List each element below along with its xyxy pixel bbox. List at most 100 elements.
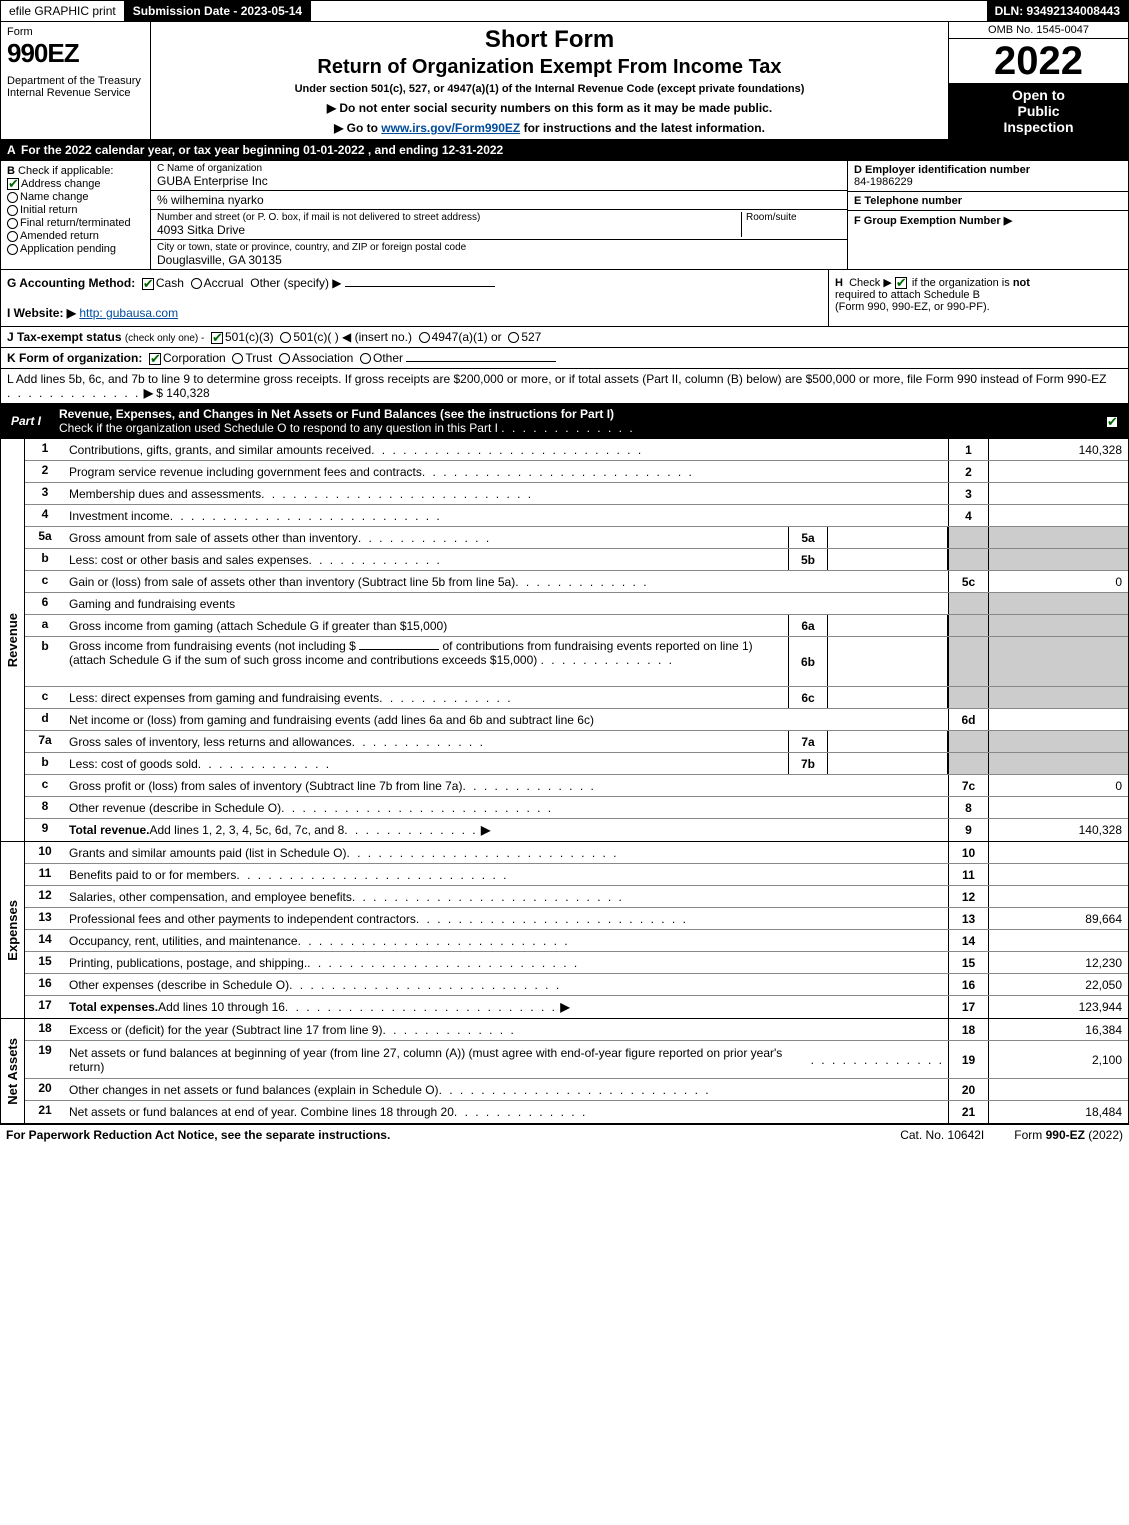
line-11: 11 Benefits paid to or for members 11: [25, 864, 1128, 886]
org-name-value: GUBA Enterprise Inc: [157, 174, 841, 188]
corporation-label: Corporation: [163, 351, 226, 365]
line-value: [988, 842, 1128, 863]
page-footer: For Paperwork Reduction Act Notice, see …: [0, 1124, 1129, 1145]
website-link[interactable]: http: gubausa.com: [79, 306, 178, 320]
line-num: 8: [25, 797, 65, 818]
fundraising-amount-input[interactable]: [359, 649, 439, 650]
line-16: 16 Other expenses (describe in Schedule …: [25, 974, 1128, 996]
line-text: Excess or (deficit) for the year (Subtra…: [69, 1023, 382, 1037]
association-checkbox[interactable]: [279, 353, 290, 364]
net-assets-lines: 18 Excess or (deficit) for the year (Sub…: [25, 1019, 1128, 1123]
dots-icon: [379, 691, 512, 705]
line-value-grey: [988, 615, 1128, 636]
city-label: City or town, state or province, country…: [157, 242, 841, 253]
phone-label: E Telephone number: [854, 195, 1122, 207]
527-checkbox[interactable]: [508, 332, 519, 343]
name-change-checkbox[interactable]: Name change: [7, 191, 144, 203]
corporation-checkbox[interactable]: [149, 353, 161, 365]
dots-icon: [422, 465, 694, 479]
accrual-checkbox[interactable]: [191, 278, 202, 289]
goto-suffix: for instructions and the latest informat…: [524, 121, 765, 135]
inspect-line-2: Public: [953, 103, 1124, 119]
cash-checkbox[interactable]: [142, 278, 154, 290]
other-org-checkbox[interactable]: [360, 353, 371, 364]
part-1-header: Part I Revenue, Expenses, and Changes in…: [0, 404, 1129, 439]
line-ref: 16: [948, 974, 988, 995]
dots-icon: [298, 934, 570, 948]
header-left: Form 990EZ Department of the Treasury In…: [1, 22, 151, 139]
line-num: 19: [25, 1041, 65, 1078]
line-text: Grants and similar amounts paid (list in…: [69, 846, 346, 860]
goto-prefix: ▶ Go to: [334, 121, 381, 135]
trust-checkbox[interactable]: [232, 353, 243, 364]
net-assets-section: Net Assets 18 Excess or (deficit) for th…: [0, 1019, 1129, 1124]
h-text-3: required to attach Schedule B: [835, 289, 1122, 301]
line-num: 21: [25, 1101, 65, 1123]
h-letter: H: [835, 277, 843, 289]
irs-link[interactable]: www.irs.gov/Form990EZ: [381, 121, 520, 135]
col-b-checkboxes: B Check if applicable: Address change Na…: [1, 161, 151, 269]
line-ref-grey: [948, 731, 988, 752]
col-b-title: Check if applicable:: [18, 165, 113, 177]
col-d-e-f: D Employer identification number 84-1986…: [848, 161, 1128, 269]
line-17: 17 Total expenses. Add lines 10 through …: [25, 996, 1128, 1018]
line-ref-grey: [948, 615, 988, 636]
line-text: Net income or (loss) from gaming and fun…: [69, 713, 594, 727]
line-text: Gross sales of inventory, less returns a…: [69, 735, 352, 749]
dots-icon: [289, 978, 561, 992]
line-14: 14 Occupancy, rent, utilities, and maint…: [25, 930, 1128, 952]
final-return-checkbox[interactable]: Final return/terminated: [7, 217, 144, 229]
line-value: 123,944: [988, 996, 1128, 1018]
form-number: 990EZ: [7, 38, 144, 69]
line-text: Contributions, gifts, grants, and simila…: [69, 443, 371, 457]
4947-checkbox[interactable]: [419, 332, 430, 343]
other-specify-label: Other (specify) ▶: [250, 276, 341, 290]
line-5a: 5a Gross amount from sale of assets othe…: [25, 527, 1128, 549]
line-7a: 7a Gross sales of inventory, less return…: [25, 731, 1128, 753]
paperwork-reduction-notice: For Paperwork Reduction Act Notice, see …: [6, 1128, 870, 1142]
dots-icon: [281, 801, 553, 815]
line-6d: d Net income or (loss) from gaming and f…: [25, 709, 1128, 731]
schedule-b-checkbox[interactable]: [895, 277, 907, 289]
527-label: 527: [521, 330, 541, 344]
line-num: 4: [25, 505, 65, 526]
dots-icon: [7, 386, 140, 400]
line-7b: b Less: cost of goods sold 7b: [25, 753, 1128, 775]
initial-return-checkbox[interactable]: Initial return: [7, 204, 144, 216]
501c-checkbox[interactable]: [280, 332, 291, 343]
line-text: Printing, publications, postage, and shi…: [69, 956, 307, 970]
other-org-label: Other: [373, 351, 403, 365]
arrow-icon: ▶: [560, 1000, 569, 1014]
h-not: not: [1013, 277, 1030, 289]
501c3-checkbox[interactable]: [211, 332, 223, 344]
line-9: 9 Total revenue. Add lines 1, 2, 3, 4, 5…: [25, 819, 1128, 841]
goto-link-line: ▶ Go to www.irs.gov/Form990EZ for instru…: [157, 121, 942, 135]
line-num: a: [25, 615, 65, 636]
line-value: 12,230: [988, 952, 1128, 973]
section-g-h: G Accounting Method: Cash Accrual Other …: [0, 270, 1129, 327]
dots-icon: [439, 1083, 711, 1097]
application-pending-checkbox[interactable]: Application pending: [7, 243, 144, 255]
line-num: c: [25, 775, 65, 796]
sub-value: [828, 549, 948, 570]
efile-print-label[interactable]: efile GRAPHIC print: [1, 1, 125, 21]
line-text: Less: direct expenses from gaming and fu…: [69, 691, 379, 705]
dots-icon: [382, 1023, 515, 1037]
line-value: 89,664: [988, 908, 1128, 929]
top-bar: efile GRAPHIC print Submission Date - 20…: [0, 0, 1129, 22]
line-value-grey: [988, 549, 1128, 570]
j-sub: (check only one) -: [125, 333, 204, 344]
501c3-label: 501(c)(3): [225, 330, 274, 344]
other-org-input[interactable]: [406, 361, 556, 362]
address-change-checkbox[interactable]: Address change: [7, 178, 144, 190]
part-1-schedule-o-checkbox[interactable]: [1098, 414, 1128, 428]
dots-icon: [344, 823, 477, 837]
col-f-group-exemption: F Group Exemption Number ▶: [848, 211, 1128, 230]
other-specify-input[interactable]: [345, 286, 495, 287]
h-text-4: (Form 990, 990-EZ, or 990-PF).: [835, 301, 1122, 313]
line-4: 4 Investment income 4: [25, 505, 1128, 527]
line-value-grey: [988, 687, 1128, 708]
col-g-accounting: G Accounting Method: Cash Accrual Other …: [1, 270, 828, 326]
amended-return-checkbox[interactable]: Amended return: [7, 230, 144, 242]
line-num: 20: [25, 1079, 65, 1100]
